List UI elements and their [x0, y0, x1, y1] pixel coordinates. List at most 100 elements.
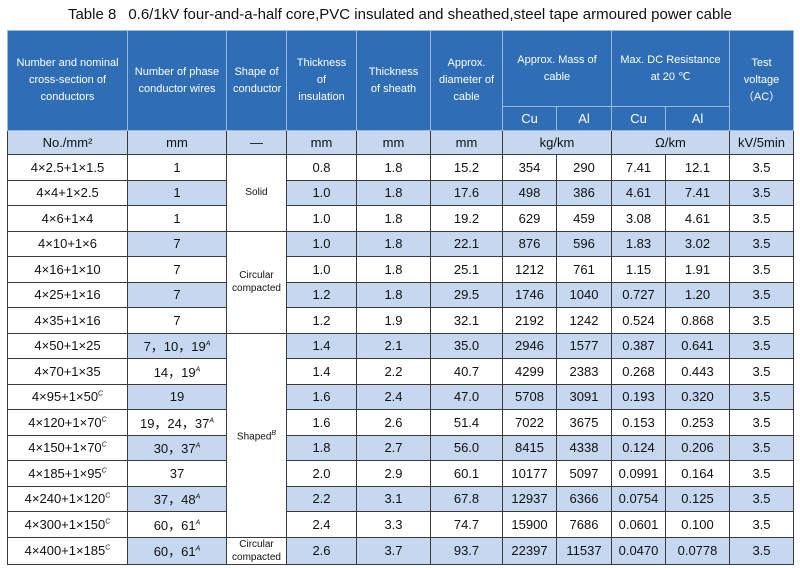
conductor-cell-text: 4×95+1×50 [31, 389, 99, 405]
superscript: A [209, 417, 215, 425]
conductor-cell: 4×50+1×25 [7, 332, 128, 359]
value-cell: 0.125 [665, 485, 730, 512]
value-cell: 22.1 [430, 230, 503, 257]
value-cell-text: 0.0470 [618, 543, 659, 558]
value-cell-text: 1.8 [384, 236, 403, 252]
superscript: A [205, 340, 211, 348]
header-cell-text: Number of phase conductor wires [134, 65, 220, 95]
value-cell: 0.0470 [611, 536, 666, 565]
header-cell-text: Thickness of sheath [368, 65, 419, 95]
phase-cell: 19 [127, 383, 227, 410]
phase-cell: 60，61A [127, 536, 227, 565]
unit-cell-text: mm [455, 135, 478, 150]
header-cell: Al [556, 106, 612, 131]
value-cell-text: 1.9 [384, 312, 403, 328]
header-cell: Al [665, 106, 730, 131]
phase-cell-text: 60，61 [153, 517, 196, 533]
table-row: Number and nominal cross-section of cond… [7, 30, 794, 131]
title-bar: Table 8 0.6/1kV four-and-a-half core,PVC … [0, 0, 800, 30]
conductor-cell: 4×240+1×120C [7, 485, 128, 512]
header-cell: Approx. diameter of cable [430, 30, 503, 131]
value-cell: 15.2 [430, 154, 503, 181]
conductor-cell-text: 4×150+1×70 [28, 440, 102, 456]
phase-cell: 1 [127, 205, 227, 232]
value-cell: 1.8 [356, 256, 431, 283]
value-cell: 51.4 [430, 409, 503, 436]
conductor-cell-text: 4×6+1×4 [41, 210, 94, 226]
header-cell-text: Thickness of insulation [296, 57, 347, 103]
shape-cell: Circular compacted [226, 230, 287, 334]
shape-cell: Solid [226, 154, 287, 232]
value-cell-text: 22397 [511, 543, 548, 558]
unit-cell-text: mm [166, 135, 188, 150]
header-cell-text: Cu [521, 111, 538, 126]
value-cell-text: 3.5 [752, 312, 771, 328]
value-cell-text: 498 [518, 185, 541, 201]
header-cell: Shape of conductor [226, 30, 287, 131]
value-cell-text: 6366 [569, 491, 599, 507]
phase-cell-text: 37，48 [153, 492, 196, 508]
header-cell-text: Approx. Mass of cable [517, 53, 597, 83]
header-cell-text: Al [578, 111, 590, 126]
value-cell-text: 25.1 [453, 261, 480, 277]
table-row: 4×400+1×185C 60，61A Circular compacted 2.6 3… [7, 536, 794, 565]
value-cell-text: 0.0778 [677, 543, 718, 558]
value-cell-text: 15900 [511, 516, 548, 532]
phase-cell-text: 1 [173, 210, 181, 226]
header-cell-text: Al [691, 111, 704, 126]
value-cell-text: 3091 [569, 389, 599, 405]
value-cell: 1.0 [286, 205, 357, 232]
table-row: 4×2.5+1×1.5 1 Solid 0.8 1.8 15.2 354 290 7.41 12.… [7, 154, 794, 232]
value-cell-text: 3.1 [384, 491, 403, 507]
value-cell: 1.9 [356, 307, 431, 334]
phase-cell: 14，19A [127, 358, 227, 385]
value-cell-text: 0.124 [622, 440, 655, 456]
value-cell: 3.5 [729, 460, 794, 487]
value-cell: 35.0 [430, 332, 503, 359]
value-cell-text: 3.5 [752, 185, 771, 201]
value-cell-text: 761 [573, 261, 595, 277]
value-cell-text: 2.4 [384, 389, 403, 405]
value-cell-text: 2.0 [312, 465, 331, 481]
phase-cell-text: 1 [173, 185, 181, 201]
phase-cell: 7 [127, 230, 227, 257]
value-cell: 0.727 [611, 281, 666, 308]
shape-cell-text: Circular compacted [232, 538, 281, 563]
value-cell-text: 2.6 [384, 414, 403, 430]
value-cell: 7022 [502, 409, 557, 436]
header-cell-text: Shape of conductor [233, 65, 282, 95]
header-cell: Number and nominal cross-section of cond… [7, 30, 128, 131]
table-row: 4×150+1×70C 30，37A 1.8 2.7 56.0 8415 4338 0.124… [7, 434, 794, 461]
value-cell: 2.2 [356, 358, 431, 385]
conductor-cell: 4×70+1×35 [7, 358, 128, 385]
value-cell: 1.91 [665, 256, 730, 283]
value-cell: 4338 [556, 434, 612, 461]
phase-cell: 1 [127, 154, 227, 181]
shape-cell: Circular compacted [226, 536, 287, 565]
value-cell-text: 0.8 [312, 159, 331, 175]
value-cell: 3.5 [729, 536, 794, 565]
superscript: C [101, 467, 107, 475]
value-cell: 5097 [556, 460, 612, 487]
phase-cell-text: 7 [173, 312, 181, 328]
value-cell: 1.0 [286, 230, 357, 257]
value-cell-text: 19.2 [453, 210, 480, 226]
conductor-cell: 4×16+1×10 [7, 256, 128, 283]
value-cell: 7686 [556, 511, 612, 538]
value-cell: 3.08 [611, 205, 666, 232]
value-cell-text: 1.8 [384, 287, 403, 303]
value-cell-text: 7.41 [684, 185, 711, 201]
conductor-cell-text: 4×300+1×150 [24, 516, 106, 532]
conductor-cell: 4×400+1×185C [7, 536, 128, 565]
value-cell-text: 74.7 [453, 516, 480, 532]
unit-cell-text: Ω/km [655, 135, 686, 150]
value-cell: 386 [556, 179, 612, 206]
value-cell: 4299 [502, 358, 557, 385]
value-cell-text: 0.100 [681, 516, 714, 532]
shape-cell-text: Solid [245, 187, 268, 199]
value-cell: 3.5 [729, 485, 794, 512]
phase-cell: 30，37A [127, 434, 227, 461]
table-row: 4×6+1×4 1 1.0 1.8 19.2 629 459 3.08 4.61 3.5 [7, 205, 794, 232]
conductor-cell: 4×150+1×70C [7, 434, 128, 461]
value-cell: 1040 [556, 281, 612, 308]
